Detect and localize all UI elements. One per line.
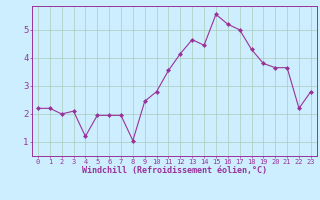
X-axis label: Windchill (Refroidissement éolien,°C): Windchill (Refroidissement éolien,°C) bbox=[82, 166, 267, 175]
